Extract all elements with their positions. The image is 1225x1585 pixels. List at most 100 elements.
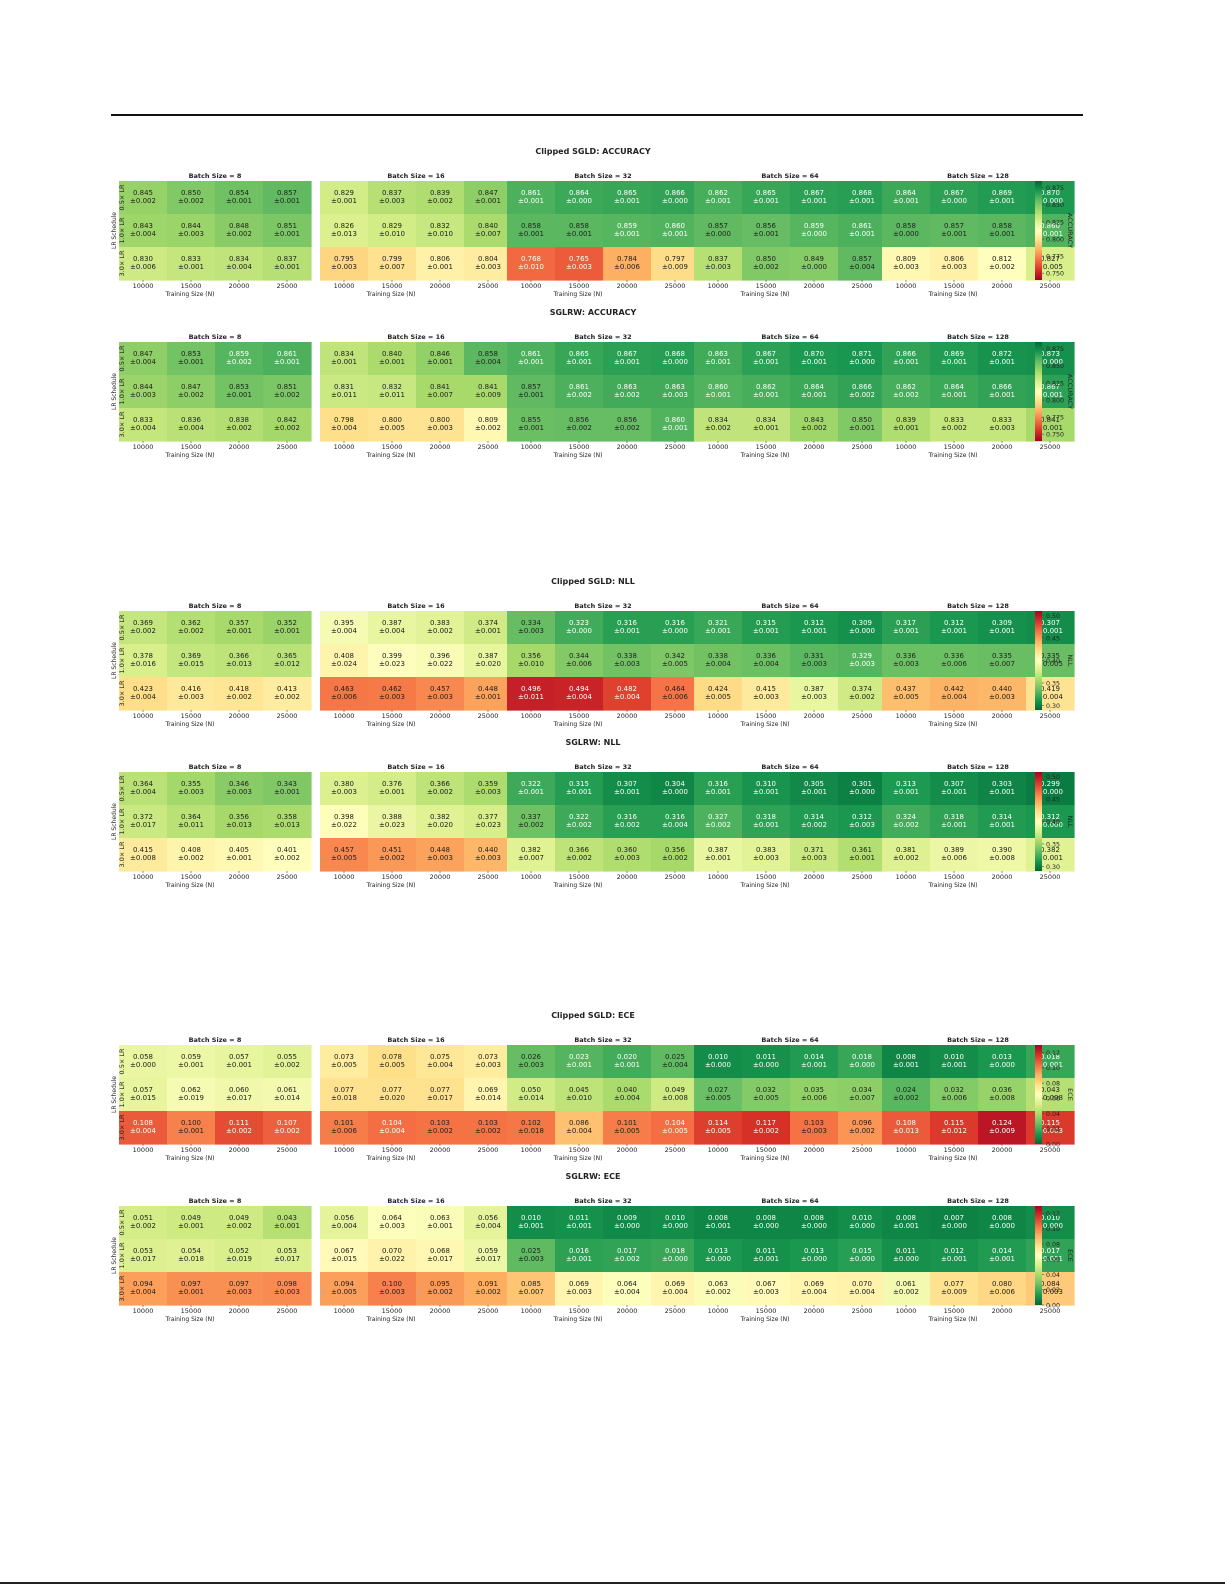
cell-value: 0.826	[334, 222, 355, 230]
cell-value: 0.464	[665, 685, 686, 693]
cell-value: 0.061	[896, 1280, 916, 1288]
x-tick-label: 10000	[521, 443, 542, 451]
heatmap-cell	[790, 805, 839, 839]
heatmap-cell	[416, 1206, 465, 1240]
cell-std: ±0.001	[379, 358, 405, 366]
cell-value: 0.049	[665, 1086, 685, 1094]
heatmap-cell	[838, 611, 887, 645]
heatmap-cell	[694, 214, 743, 248]
heatmap-cell	[838, 214, 887, 248]
heatmap-cell	[555, 1239, 604, 1273]
cell-std: ±0.002	[566, 424, 592, 432]
x-tick-label: 20000	[229, 443, 250, 451]
heatmap-cell	[978, 1078, 1027, 1112]
heatmap-cell	[1026, 1272, 1075, 1306]
x-tick-label: 25000	[852, 1307, 873, 1315]
heatmap-cell	[1026, 644, 1075, 678]
cell-value: 0.861	[521, 189, 541, 197]
heatmap-cell	[742, 838, 791, 872]
cell-value: 0.372	[133, 813, 153, 821]
cell-std: ±0.002	[801, 424, 827, 432]
heatmap-cell	[368, 214, 417, 248]
cell-value: 0.062	[181, 1086, 201, 1094]
x-tick-label: 10000	[521, 1307, 542, 1315]
heatmap-cell	[119, 342, 168, 376]
cell-value: 0.365	[277, 652, 297, 660]
x-axis-label: Training Size (N)	[165, 721, 215, 728]
cell-value: 0.314	[804, 813, 825, 821]
colorbar-tick-label: 0.30	[1046, 864, 1060, 871]
cell-value: 0.010	[521, 1214, 541, 1222]
cell-std: ±0.000	[1037, 1222, 1063, 1230]
x-tick-label: 25000	[665, 873, 686, 881]
heatmap-cell	[930, 247, 979, 281]
x-tick-label: 10000	[896, 443, 917, 451]
cell-std: ±0.000	[1037, 788, 1063, 796]
x-tick-label: 10000	[133, 1146, 154, 1154]
heatmap-cell	[416, 1078, 465, 1112]
y-tick-label: 1.0× LR	[118, 808, 126, 834]
cell-std: ±0.017	[274, 1255, 300, 1263]
heatmap-cell	[464, 1078, 513, 1112]
cell-std: ±0.006	[801, 1094, 827, 1102]
heatmap-cell	[320, 181, 369, 215]
y-tick-label: 3.0× LR	[118, 841, 126, 867]
cell-std: ±0.002	[178, 854, 204, 862]
x-tick-label: 20000	[992, 443, 1013, 451]
cell-std: ±0.013	[331, 230, 357, 238]
x-tick-label: 10000	[521, 282, 542, 290]
cell-std: ±0.000	[662, 1255, 688, 1263]
cell-value: 0.387	[804, 685, 824, 693]
colorbar-tick-label: 0.04	[1046, 1272, 1060, 1279]
cell-std: ±0.003	[379, 1288, 405, 1296]
y-tick-label: 3.0× LR	[118, 250, 126, 276]
cell-value: 0.870	[804, 350, 824, 358]
y-tick-label: 0.5× LR	[118, 775, 126, 801]
cell-std: ±0.000	[662, 788, 688, 796]
heatmap-cell	[119, 375, 168, 409]
cell-value: 0.865	[756, 189, 776, 197]
heatmap-cell	[694, 1045, 743, 1079]
cell-value: 0.108	[896, 1119, 916, 1127]
cell-value: 0.440	[478, 846, 498, 854]
colorbar-tick-label: 0.50	[1046, 774, 1060, 781]
cell-value: 0.051	[133, 1214, 153, 1222]
cell-value: 0.858	[569, 222, 589, 230]
heatmap-cell	[742, 408, 791, 442]
cell-value: 0.809	[478, 416, 498, 424]
heatmap-cell	[167, 247, 216, 281]
panel-title: Batch Size = 32	[574, 333, 631, 341]
heatmap-cell	[694, 1206, 743, 1240]
cell-value: 0.077	[334, 1086, 354, 1094]
heatmap-cell	[651, 181, 700, 215]
cell-value: 0.371	[804, 846, 824, 854]
x-tick-label: 10000	[896, 712, 917, 720]
cell-std: ±0.003	[662, 391, 688, 399]
panel-title: Batch Size = 128	[947, 1036, 1009, 1044]
cell-std: ±0.004	[475, 358, 501, 366]
heatmap-cell	[263, 408, 312, 442]
cell-std: ±0.010	[379, 230, 405, 238]
cell-std: ±0.004	[941, 693, 967, 701]
heatmap-cell	[930, 805, 979, 839]
cell-std: ±0.001	[662, 424, 688, 432]
heatmap-cell	[603, 408, 652, 442]
cell-std: ±0.020	[475, 660, 501, 668]
cell-std: ±0.000	[753, 1222, 779, 1230]
cell-std: ±0.003	[801, 660, 827, 668]
cell-std: ±0.000	[849, 627, 875, 635]
cell-value: 0.316	[617, 813, 638, 821]
x-axis-label: Training Size (N)	[165, 1155, 215, 1162]
cell-value: 0.442	[944, 685, 964, 693]
cell-std: ±0.001	[566, 1222, 592, 1230]
x-tick-label: 15000	[382, 1146, 403, 1154]
cell-value: 0.440	[992, 685, 1012, 693]
cell-value: 0.834	[708, 416, 729, 424]
heatmap-cell	[368, 611, 417, 645]
heatmap-cell	[603, 1206, 652, 1240]
heatmap-cell	[464, 214, 513, 248]
x-axis-label: Training Size (N)	[740, 721, 790, 728]
cell-std: ±0.001	[705, 358, 731, 366]
cell-std: ±0.004	[130, 424, 156, 432]
x-axis-label: Training Size (N)	[553, 1155, 603, 1162]
